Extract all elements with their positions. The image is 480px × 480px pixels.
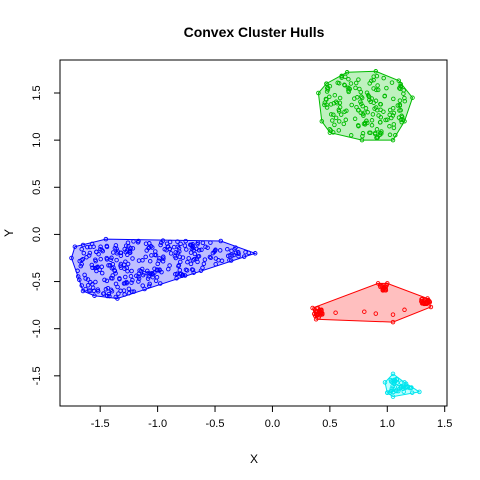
x-tick-label: 0.0 <box>265 418 280 430</box>
cluster-hull-3 <box>313 283 431 322</box>
y-tick-label: 0.0 <box>31 227 43 242</box>
x-axis-label: X <box>250 452 258 466</box>
y-tick-label: -1.0 <box>31 319 43 338</box>
x-tick-label: 1.5 <box>437 418 452 430</box>
y-tick-label: 1.5 <box>31 85 43 100</box>
x-axis: -1.5 -1.0 -0.5 0.0 0.5 1.0 1.5 <box>91 406 453 430</box>
y-tick-label: -0.5 <box>31 272 43 291</box>
y-axis: -1.5 -1.0 -0.5 0.0 0.5 1.0 1.5 <box>31 85 60 385</box>
y-tick-label: -1.5 <box>31 366 43 385</box>
chart-title: Convex Cluster Hulls <box>184 24 325 40</box>
y-tick-label: 0.5 <box>31 180 43 195</box>
hull-layer <box>72 71 431 396</box>
x-tick-label: -0.5 <box>206 418 225 430</box>
x-tick-label: -1.0 <box>148 418 167 430</box>
x-tick-label: 0.5 <box>322 418 337 430</box>
x-tick-label: 1.0 <box>380 418 395 430</box>
y-tick-label: 1.0 <box>31 132 43 147</box>
y-axis-label: Y <box>2 229 16 237</box>
x-tick-label: -1.5 <box>91 418 110 430</box>
